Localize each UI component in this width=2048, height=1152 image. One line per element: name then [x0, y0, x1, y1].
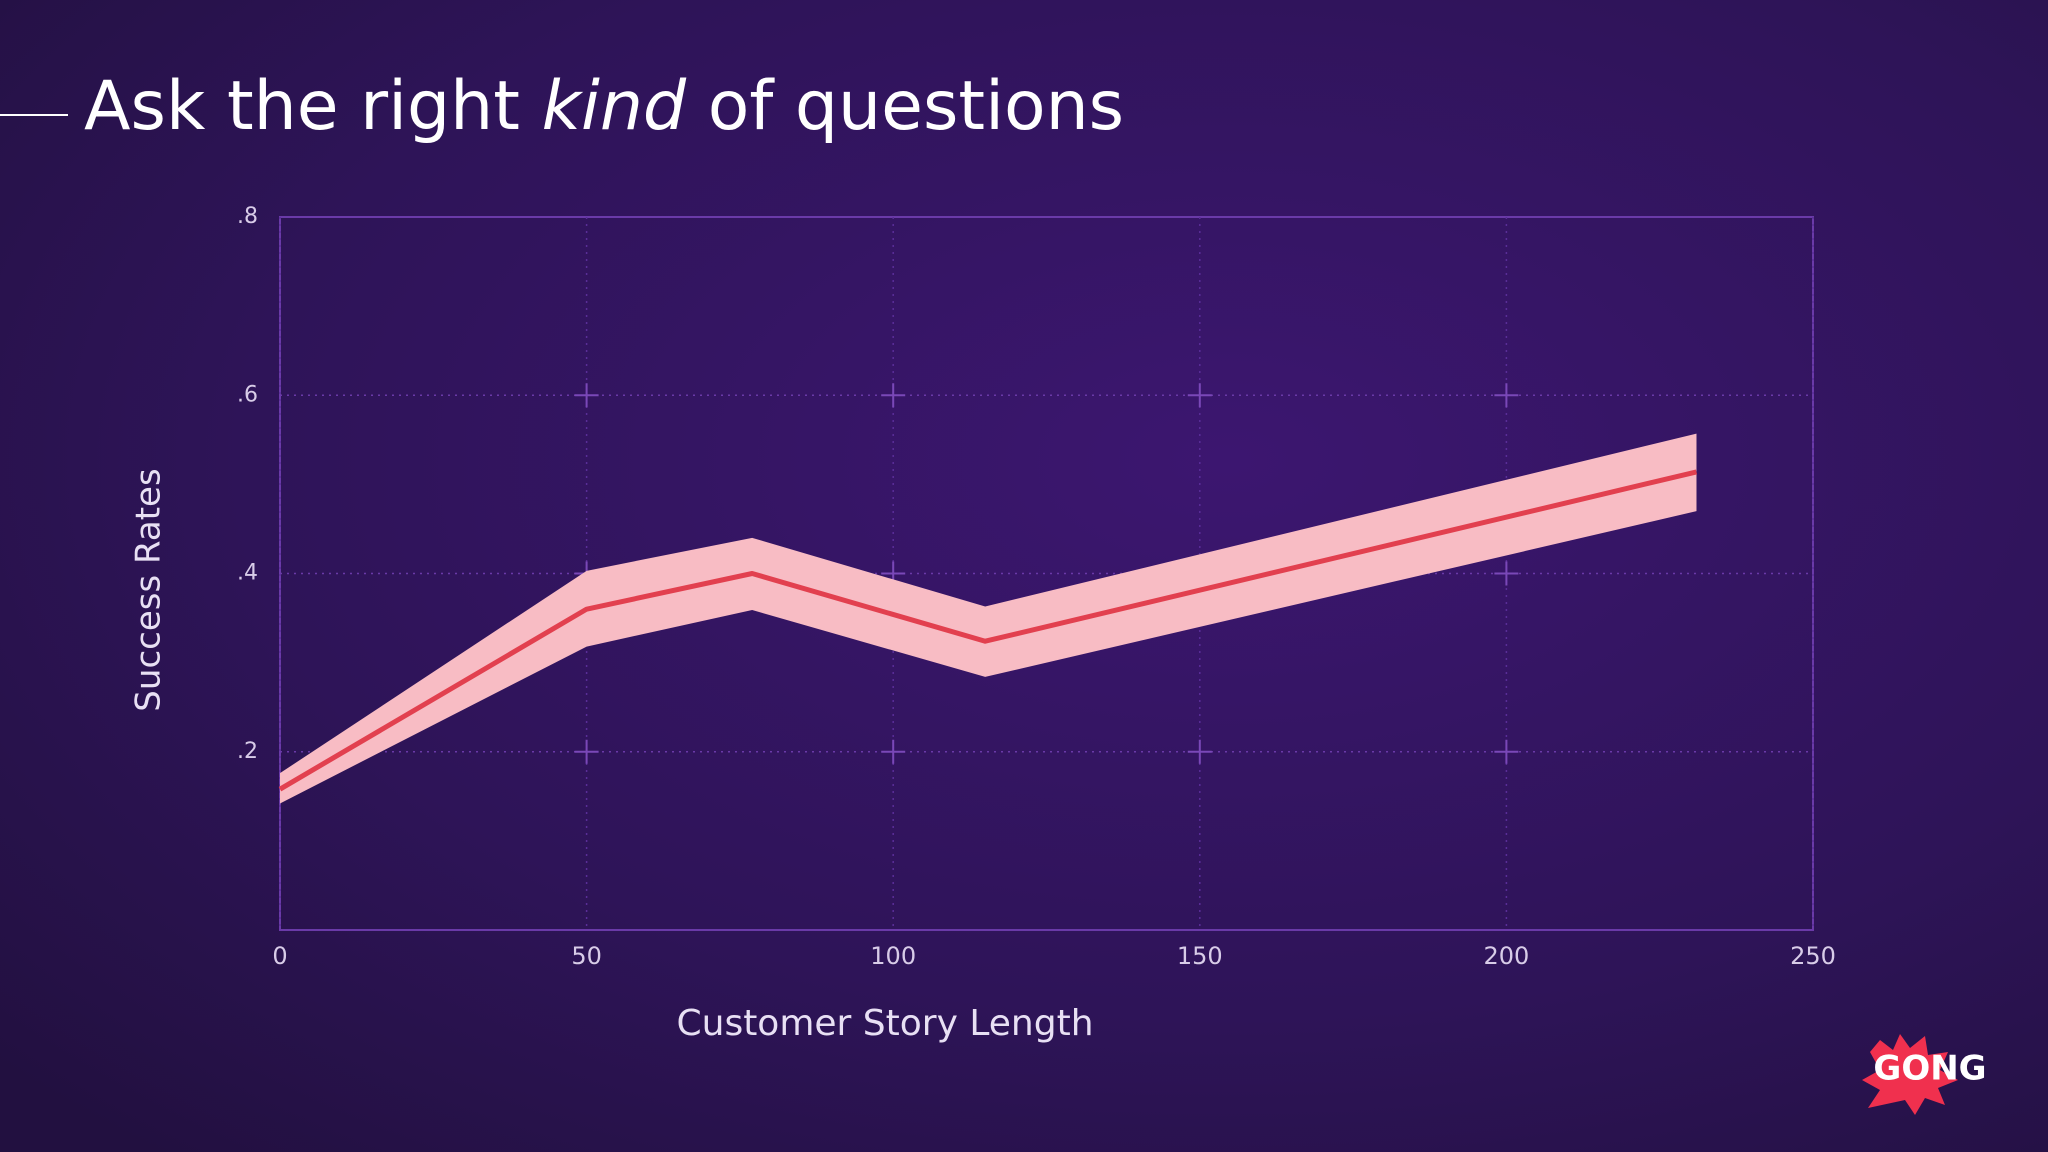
- plot: .2 .4 .6 .8 0 50 100 150 200 250: [237, 204, 1836, 970]
- slide-title: Ask the right kind of questions: [84, 67, 1124, 146]
- x-tick-label: 200: [1483, 942, 1529, 970]
- grid-cross: [1494, 383, 1519, 408]
- x-tick-label: 100: [870, 942, 916, 970]
- grid-cross: [574, 383, 599, 408]
- logo-burst: [1862, 1034, 1958, 1115]
- grid-cross: [1187, 739, 1212, 764]
- x-tick-label: 0: [272, 942, 287, 970]
- x-tick-label: 150: [1177, 942, 1223, 970]
- y-tick-label: .4: [237, 561, 258, 586]
- grid-cross: [881, 739, 906, 764]
- x-tick-label: 250: [1790, 942, 1836, 970]
- y-axis-label: Success Rates: [129, 468, 169, 711]
- line: [278, 469, 1698, 792]
- logo: GONG: [1862, 1034, 1987, 1115]
- grid-cross: [881, 383, 906, 408]
- grid-cross: [1187, 383, 1212, 408]
- title-text: of questions: [708, 67, 1124, 146]
- grid-cross: [1494, 739, 1519, 764]
- y-tick-label: .8: [237, 204, 258, 229]
- y-tick-label: .6: [237, 382, 258, 407]
- title-text: Ask the right: [84, 67, 520, 146]
- grid-cross: [574, 739, 599, 764]
- x-tick-label: 50: [571, 942, 602, 970]
- y-tick-label: .2: [237, 739, 258, 764]
- grid-cross: [1494, 561, 1519, 586]
- title-emphasis: kind: [542, 67, 687, 146]
- confidence-band: [280, 433, 1697, 804]
- x-axis-label: Customer Story Length: [676, 1003, 1093, 1044]
- logo-text: GONG: [1873, 1049, 1986, 1089]
